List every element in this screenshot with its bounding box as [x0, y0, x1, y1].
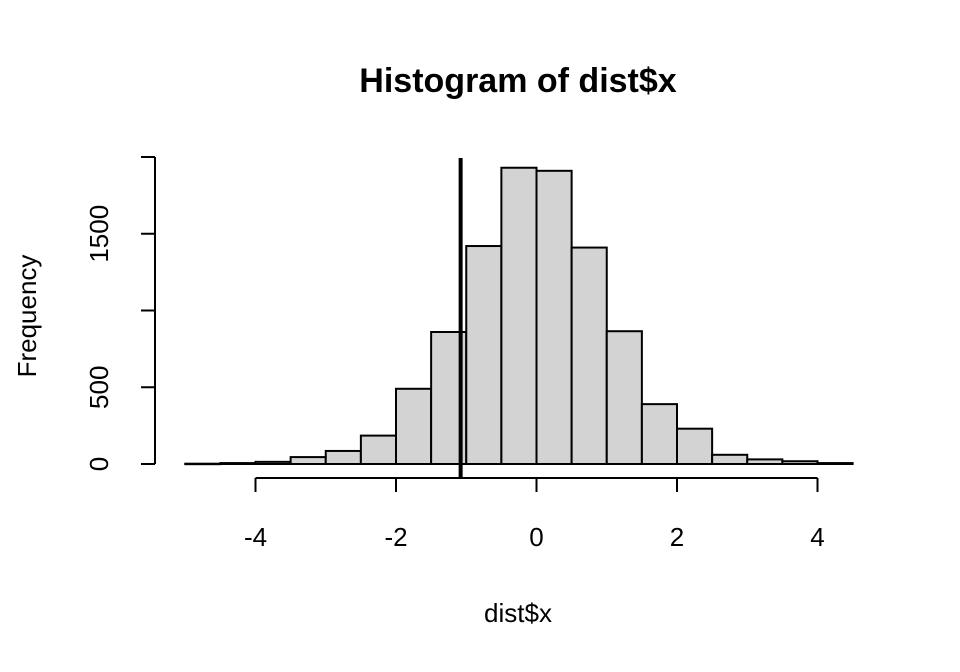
histogram-bars — [184, 166, 854, 466]
histogram-bar — [184, 462, 222, 466]
histogram-bar — [781, 460, 819, 465]
y-tick-label: 1500 — [84, 205, 114, 263]
x-tick-label: -2 — [384, 522, 407, 552]
x-axis: -4 -2 0 2 4 — [244, 477, 825, 552]
histogram-bar — [746, 458, 784, 465]
histogram-bar — [289, 456, 327, 465]
histogram-bar — [816, 462, 854, 466]
histogram-bar — [359, 434, 397, 466]
histogram-bar — [605, 330, 643, 465]
x-axis-label: dist$x — [484, 598, 552, 628]
histogram-bar — [711, 453, 749, 466]
histogram-bar — [676, 427, 714, 466]
y-axis: 0 500 1500 — [84, 156, 156, 471]
histogram-bar — [219, 462, 257, 466]
chart-title: Histogram of dist$x — [359, 62, 676, 100]
histogram-bar — [570, 246, 608, 465]
histogram-bar — [640, 403, 678, 466]
histogram-bar — [254, 460, 292, 466]
x-tick-label: 0 — [529, 522, 543, 552]
x-tick-label: -4 — [244, 522, 267, 552]
histogram-bar — [395, 387, 433, 465]
x-tick-label: 2 — [670, 522, 684, 552]
histogram-bar — [465, 245, 503, 465]
histogram-bar — [535, 169, 573, 465]
y-tick-label: 500 — [84, 366, 114, 409]
histogram-bar — [324, 449, 362, 466]
histogram-bar — [500, 166, 538, 465]
y-axis-label: Frequency — [12, 255, 42, 378]
y-tick-label: 0 — [84, 457, 114, 471]
x-tick-label: 4 — [810, 522, 824, 552]
